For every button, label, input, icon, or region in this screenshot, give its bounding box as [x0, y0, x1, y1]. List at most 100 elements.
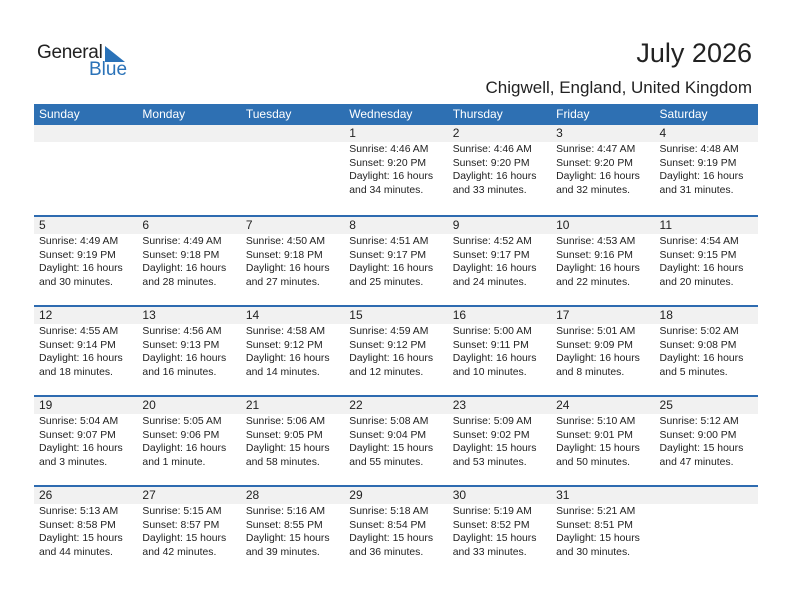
sunset-time: Sunset: 9:01 PM [556, 429, 633, 441]
sunrise-time: Sunrise: 5:00 AM [452, 326, 532, 337]
sunset-time: Sunset: 8:58 PM [39, 519, 116, 531]
day-cell: 3 Sunrise: 4:47 AM Sunset: 9:20 PM Daylight… [551, 125, 655, 215]
day-cell: 15 Sunrise: 4:59 AM Sunset: 9:12 PM Dayligh… [344, 307, 448, 395]
weekday-header: Sunday Monday Tuesday Wednesday Thursday Frid… [34, 104, 758, 125]
daylight-duration: Daylight: 16 hours [452, 263, 537, 274]
day-cell: 10 Sunrise: 4:53 AM Sunset: 9:16 PM Dayligh… [551, 217, 655, 305]
day-cell: 25 Sunrise: 5:12 AM Sunset: 9:00 PM Dayligh… [654, 397, 758, 485]
day-cell: 14 Sunrise: 4:58 AM Sunset: 9:12 PM Dayligh… [240, 307, 345, 395]
day-info: Sunrise: 5:13 AM Sunset: 8:58 PM Daylight:… [34, 504, 137, 559]
daylight-duration-cont: and 3 minutes. [39, 456, 108, 468]
logo-text-general: General [37, 42, 103, 63]
day-cell: 12 Sunrise: 4:55 AM Sunset: 9:14 PM Dayligh… [34, 307, 138, 395]
daylight-duration: Daylight: 16 hours [349, 171, 434, 182]
sunset-time: Sunset: 8:51 PM [556, 519, 633, 531]
daylight-duration-cont: and 30 minutes. [556, 546, 631, 558]
sunset-time: Sunset: 9:12 PM [349, 339, 427, 351]
day-cell: 28 Sunrise: 5:16 AM Sunset: 8:55 PM Dayligh… [240, 487, 345, 575]
day-number: 14 [240, 307, 345, 324]
day-number: 12 [34, 307, 138, 324]
sunrise-time: Sunrise: 5:18 AM [349, 506, 429, 517]
daylight-duration-cont: and 12 minutes. [349, 366, 424, 378]
day-info: Sunrise: 5:01 AM Sunset: 9:09 PM Daylight:… [551, 324, 654, 379]
day-cell: 9 Sunrise: 4:52 AM Sunset: 9:17 PM Daylight… [447, 217, 552, 305]
day-cell: 31 Sunrise: 5:21 AM Sunset: 8:51 PM Dayligh… [551, 487, 655, 575]
day-info: Sunrise: 5:18 AM Sunset: 8:54 PM Daylight:… [344, 504, 447, 559]
page-title: July 2026 [636, 38, 752, 68]
daylight-duration-cont: and 42 minutes. [142, 546, 217, 558]
daylight-duration: Daylight: 16 hours [142, 263, 227, 274]
location-subtitle: Chigwell, England, United Kingdom [485, 78, 753, 97]
day-cell: 20 Sunrise: 5:05 AM Sunset: 9:06 PM Dayligh… [137, 397, 241, 485]
day-info: Sunrise: 4:46 AM Sunset: 9:20 PM Daylight:… [344, 142, 447, 197]
sunrise-time: Sunrise: 5:04 AM [39, 416, 119, 427]
sunrise-time: Sunrise: 4:49 AM [142, 236, 222, 247]
sunrise-time: Sunrise: 4:50 AM [245, 236, 325, 247]
daylight-duration: Daylight: 16 hours [245, 353, 330, 364]
day-number: 3 [551, 125, 655, 142]
daylight-duration-cont: and 8 minutes. [556, 366, 625, 378]
daylight-duration-cont: and 20 minutes. [659, 276, 734, 288]
daylight-duration: Daylight: 15 hours [245, 533, 330, 544]
daylight-duration-cont: and 39 minutes. [245, 546, 320, 558]
daylight-duration: Daylight: 15 hours [452, 533, 537, 544]
day-number: 23 [447, 397, 552, 414]
day-info: Sunrise: 5:05 AM Sunset: 9:06 PM Daylight:… [137, 414, 240, 469]
daylight-duration: Daylight: 16 hours [349, 353, 434, 364]
daylight-duration: Daylight: 16 hours [452, 171, 537, 182]
sunrise-time: Sunrise: 5:08 AM [349, 416, 429, 427]
sunset-time: Sunset: 9:11 PM [452, 339, 529, 351]
sunrise-time: Sunrise: 5:15 AM [142, 506, 222, 517]
daylight-duration-cont: and 30 minutes. [39, 276, 113, 288]
daylight-duration: Daylight: 16 hours [556, 353, 640, 364]
sunset-time: Sunset: 9:19 PM [39, 249, 116, 261]
sunset-time: Sunset: 9:16 PM [556, 249, 633, 261]
weekday-saturday: Saturday [659, 107, 708, 121]
sunset-time: Sunset: 9:12 PM [245, 339, 323, 351]
day-number: 8 [344, 217, 448, 234]
daylight-duration: Daylight: 16 hours [659, 353, 744, 364]
daylight-duration-cont: and 28 minutes. [142, 276, 217, 288]
sunset-time: Sunset: 9:06 PM [142, 429, 220, 441]
daylight-duration: Daylight: 15 hours [556, 443, 640, 454]
daylight-duration-cont: and 27 minutes. [245, 276, 320, 288]
week-row: 12 Sunrise: 4:55 AM Sunset: 9:14 PM Dayligh… [34, 305, 758, 395]
sunset-time: Sunset: 9:18 PM [142, 249, 220, 261]
day-info: Sunrise: 4:53 AM Sunset: 9:16 PM Daylight:… [551, 234, 654, 289]
day-number: 25 [654, 397, 758, 414]
sunset-time: Sunset: 9:20 PM [556, 157, 633, 169]
day-cell: 22 Sunrise: 5:08 AM Sunset: 9:04 PM Dayligh… [344, 397, 448, 485]
week-row: 5 Sunrise: 4:49 AM Sunset: 9:19 PM Daylight… [34, 215, 758, 305]
weekday-wednesday: Wednesday [349, 107, 413, 121]
daylight-duration: Daylight: 16 hours [452, 353, 537, 364]
day-info: Sunrise: 4:54 AM Sunset: 9:15 PM Daylight:… [655, 234, 758, 289]
day-cell: 16 Sunrise: 5:00 AM Sunset: 9:11 PM Dayligh… [447, 307, 552, 395]
day-cell: 18 Sunrise: 5:02 AM Sunset: 9:08 PM Dayligh… [654, 307, 758, 395]
day-cell: 11 Sunrise: 4:54 AM Sunset: 9:15 PM Dayligh… [654, 217, 758, 305]
daylight-duration-cont: and 10 minutes. [452, 366, 527, 378]
day-cell: 29 Sunrise: 5:18 AM Sunset: 8:54 PM Dayligh… [344, 487, 448, 575]
daylight-duration: Daylight: 16 hours [659, 171, 744, 182]
day-cell: 19 Sunrise: 5:04 AM Sunset: 9:07 PM Dayligh… [34, 397, 138, 485]
day-number: 31 [551, 487, 655, 504]
day-cell: 21 Sunrise: 5:06 AM Sunset: 9:05 PM Dayligh… [240, 397, 345, 485]
sunset-time: Sunset: 9:20 PM [349, 157, 427, 169]
calendar-weeks: 1 Sunrise: 4:46 AM Sunset: 9:20 PM Daylight… [34, 125, 758, 575]
weekday-monday: Monday [142, 107, 186, 121]
day-cell: 6 Sunrise: 4:49 AM Sunset: 9:18 PM Daylight… [137, 217, 241, 305]
day-info: Sunrise: 4:47 AM Sunset: 9:20 PM Daylight:… [551, 142, 654, 197]
sunset-time: Sunset: 9:17 PM [349, 249, 427, 261]
sunrise-time: Sunrise: 5:06 AM [245, 416, 325, 427]
day-info: Sunrise: 4:55 AM Sunset: 9:14 PM Daylight:… [34, 324, 137, 379]
daylight-duration-cont: and 33 minutes. [452, 184, 527, 196]
daylight-duration: Daylight: 16 hours [142, 353, 227, 364]
daylight-duration-cont: and 44 minutes. [39, 546, 113, 558]
sunset-time: Sunset: 9:04 PM [349, 429, 427, 441]
sunset-time: Sunset: 8:54 PM [349, 519, 427, 531]
sunset-time: Sunset: 9:18 PM [245, 249, 323, 261]
sunrise-time: Sunrise: 4:56 AM [142, 326, 222, 337]
day-cell: 17 Sunrise: 5:01 AM Sunset: 9:09 PM Dayligh… [551, 307, 655, 395]
daylight-duration: Daylight: 15 hours [349, 533, 434, 544]
day-info: Sunrise: 5:15 AM Sunset: 8:57 PM Daylight:… [137, 504, 240, 559]
sunrise-time: Sunrise: 5:09 AM [452, 416, 532, 427]
